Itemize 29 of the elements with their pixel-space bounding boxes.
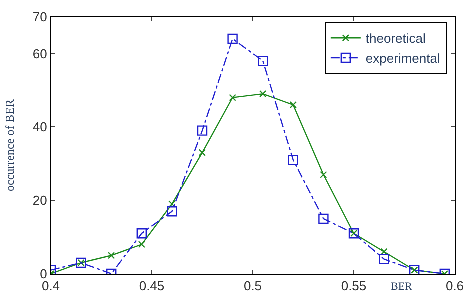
point [318,214,329,224]
point [260,90,267,98]
point [229,94,236,102]
point [288,155,298,166]
x-tick-label: 0.5 [244,278,262,294]
point [290,102,297,109]
point [167,206,178,217]
y-axis-title: occurrence of BER [3,100,18,192]
point [168,200,176,208]
y-tick-label: 20 [32,193,48,208]
x-tick-label: 0.6 [446,278,464,294]
point [108,252,116,260]
legend-label: experimental [366,51,440,66]
point [320,171,328,178]
point [138,241,146,248]
point [380,248,388,256]
x-tick-label: 0.45 [139,278,165,294]
point [228,34,238,44]
x-tick-label: 0.55 [341,278,367,294]
y-tick-label: 70 [32,10,48,25]
point [136,228,147,239]
point [258,56,268,66]
point [198,149,206,156]
legend-label: theoretical [366,31,426,46]
x-axis-title: BER [391,281,414,293]
point [197,126,208,136]
y-tick-label: 60 [32,46,48,62]
point [379,254,390,264]
y-tick-label: 40 [32,120,48,135]
